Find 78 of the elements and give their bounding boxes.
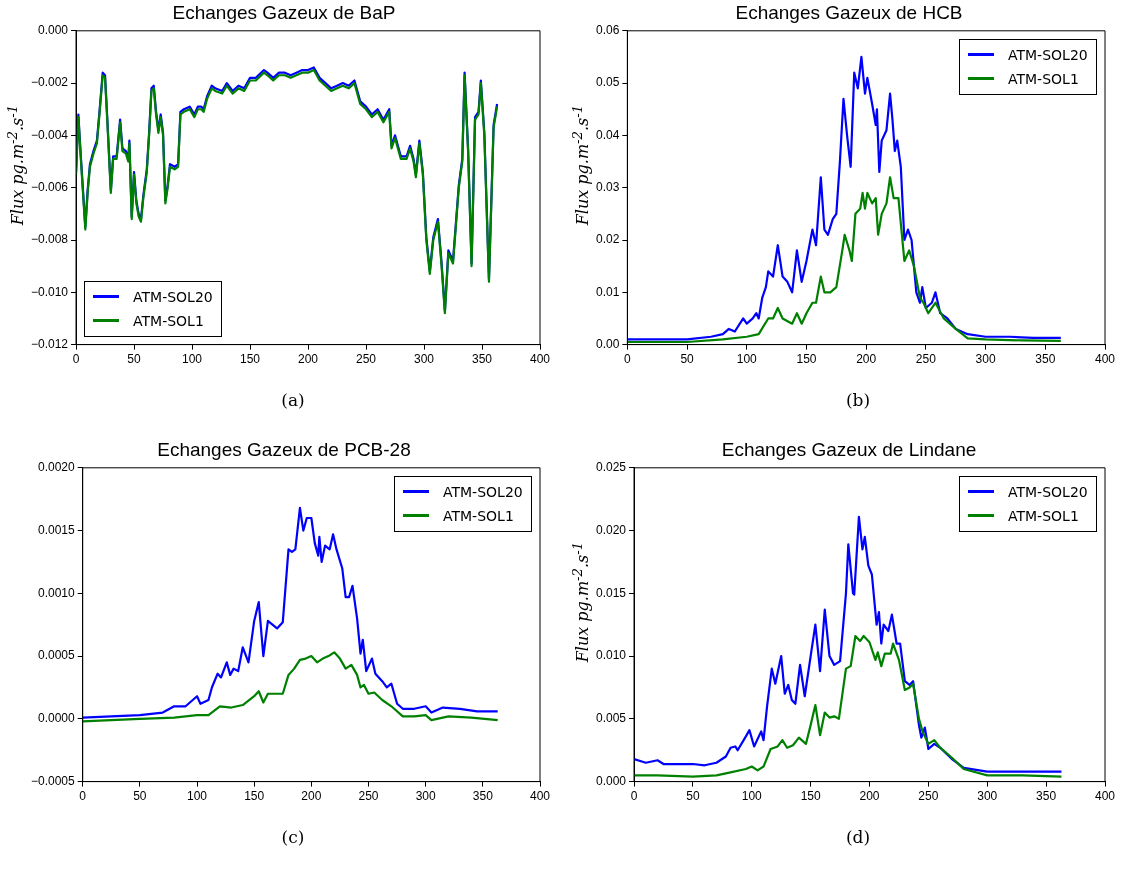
text: (d) (844, 827, 872, 847)
chart-title: Echanges Gazeux de PCB-28 (157, 438, 411, 460)
x-tick-label: 50 (680, 352, 695, 367)
y-tick-label: 0.020 (596, 522, 627, 537)
legend-label: ATM-SOL20 (1008, 46, 1088, 63)
x-tick-label: 350 (1036, 789, 1057, 804)
y-tick-label: 0.03 (596, 180, 620, 195)
y-tick-label: 0.0005 (38, 648, 76, 663)
legend-label: ATM-SOL1 (1008, 507, 1079, 524)
y-tick-label: 0.06 (596, 23, 620, 38)
y-tick-label: 0.04 (596, 127, 620, 142)
x-tick-label: 350 (471, 352, 493, 367)
x-tick-label: 200 (298, 352, 319, 367)
x-tick-label: 250 (918, 789, 939, 804)
y-tick-label: 0.0015 (38, 522, 76, 537)
y-tick-label: 0.015 (596, 585, 627, 600)
y-tick-label: 0.0010 (38, 585, 76, 600)
x-tick-label: 200 (856, 352, 877, 367)
y-tick-label: 0.05 (596, 75, 620, 90)
y-tick-label: 0.0000 (38, 711, 76, 726)
x-tick-label: 400 (1094, 789, 1116, 804)
x-tick-label: 150 (796, 352, 817, 367)
y-tick-label: −0.008 (30, 232, 69, 247)
x-tick-label: 0 (630, 789, 638, 804)
x-tick-label: 350 (1035, 352, 1056, 367)
x-tick-label: 0 (72, 352, 80, 367)
x-tick-label: 0 (624, 352, 632, 367)
x-tick-label: 400 (529, 789, 551, 804)
x-tick-label: 400 (1094, 352, 1116, 367)
x-tick-label: 200 (859, 789, 880, 804)
x-tick-label: 100 (741, 789, 763, 804)
text: (a) (280, 390, 306, 410)
x-tick-label: 100 (187, 789, 208, 804)
x-tick-label: 50 (133, 789, 147, 804)
legend-label: ATM-SOL1 (133, 312, 204, 329)
x-tick-label: 100 (736, 352, 758, 367)
x-tick-label: 400 (529, 352, 551, 367)
y-tick-label: −0.012 (30, 336, 69, 351)
x-tick-label: 300 (413, 352, 435, 367)
y-tick-label: 0.010 (596, 648, 627, 663)
x-tick-label: 250 (356, 352, 377, 367)
text: (b) (844, 390, 872, 410)
x-tick-label: 250 (358, 789, 379, 804)
x-tick-label: 100 (182, 352, 203, 367)
y-tick-label: 0.000 (596, 773, 627, 788)
y-tick-label: −0.010 (30, 284, 69, 299)
y-tick-label: 0.000 (38, 23, 69, 38)
y-tick-label: 0.0020 (38, 460, 76, 475)
y-tick-label: 0.02 (596, 232, 620, 247)
legend-label: ATM-SOL20 (133, 288, 213, 305)
x-tick-label: 150 (244, 789, 265, 804)
x-tick-label: 50 (127, 352, 142, 367)
chart-title: Echanges Gazeux de Lindane (721, 438, 977, 460)
x-tick-label: 350 (472, 789, 494, 804)
text: (c) (280, 827, 306, 847)
y-tick-label: −0.006 (30, 180, 69, 195)
chart-title: Echanges Gazeux de HCB (735, 1, 963, 23)
y-tick-label: 0.01 (596, 284, 620, 299)
x-tick-label: 300 (415, 789, 437, 804)
y-tick-label: −0.0005 (30, 773, 76, 788)
y-tick-label: 0.025 (596, 460, 627, 475)
x-tick-label: 150 (240, 352, 261, 367)
chart-title: Echanges Gazeux de BaP (172, 1, 396, 23)
x-tick-label: 150 (800, 789, 821, 804)
x-tick-label: 0 (79, 789, 87, 804)
x-tick-label: 50 (686, 789, 700, 804)
legend-label: ATM-SOL20 (443, 483, 523, 500)
x-tick-label: 300 (975, 352, 996, 367)
x-tick-label: 250 (915, 352, 937, 367)
y-tick-label: 0.005 (596, 711, 627, 726)
x-tick-label: 200 (301, 789, 322, 804)
legend-label: ATM-SOL20 (1008, 483, 1088, 500)
y-tick-label: −0.002 (30, 75, 69, 90)
y-tick-label: 0.00 (596, 336, 620, 351)
legend-label: ATM-SOL1 (1008, 70, 1079, 87)
legend-label: ATM-SOL1 (443, 507, 514, 524)
y-tick-label: −0.004 (30, 127, 69, 142)
x-tick-label: 300 (977, 789, 998, 804)
